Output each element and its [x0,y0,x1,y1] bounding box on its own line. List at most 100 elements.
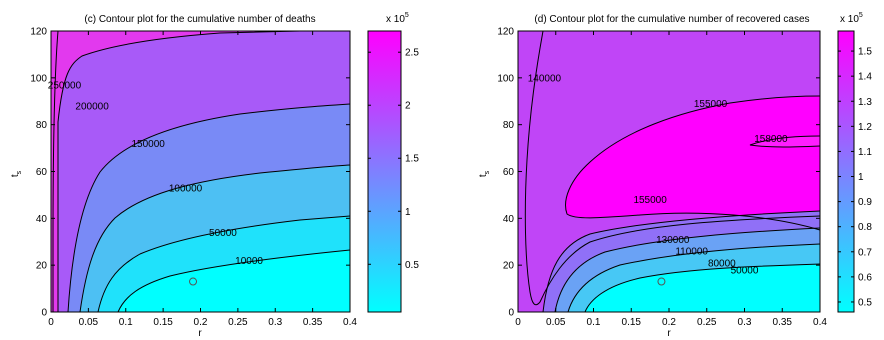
x-tick-label: 0.4 [813,317,827,328]
colorbar-tick-label: 0.6 [858,272,872,283]
y-tick-label: 20 [503,261,515,272]
x-tick-label: 0 [48,317,54,328]
band-d-158000 [750,136,820,147]
plot-c-contour-lines [52,30,351,313]
y-tick-label: 60 [36,167,48,178]
contour-line-d-80000 [567,243,821,313]
contour-label: 158000 [754,134,788,145]
colorbar-tick-label: 1.2 [858,122,872,133]
plot-d-ylabel-main: t [478,174,489,177]
colorbar-tick-label: 2 [405,101,411,112]
plot-d-y-ticks: 0 20 40 60 80 100 120 [497,27,820,319]
plot-d: 1400001550001580001550001300001100008000… [478,12,872,339]
plot-d-title: (d) Contour plot for the cumulative numb… [534,14,809,25]
plot-c-title: (c) Contour plot for the cumulative numb… [84,14,315,25]
y-tick-label: 100 [30,73,47,84]
plot-c-ylabel-main: t [10,174,21,177]
x-tick-label: 0.25 [228,317,248,328]
x-tick-label: 0.05 [79,317,99,328]
svg-text:ts: ts [478,170,491,177]
plot-d-contour-labels: 140000 155000 158000 155000 1300001100008000… [528,73,788,276]
contour-label: 50000 [209,228,237,239]
plot-d-x-ticks: 0 0.05 0.1 0.15 0.2 0.25 0.3 0.35 0.4 [515,31,827,328]
plot-c-marker [189,277,198,286]
y-tick-label: 100 [497,73,514,84]
plot-c-ylabel: ts [10,170,23,177]
svg-text:ts: ts [10,170,23,177]
contour-label: 155000 [694,99,728,110]
contour-label: 155000 [633,195,667,206]
x-tick-label: 0.35 [773,317,793,328]
colorbar-tick-label: 1 [858,172,864,183]
plot-d-fill-bands [518,31,820,312]
colorbar-tick-label: 0.7 [858,247,872,258]
contour-line-d-130000 [542,210,821,313]
contour-label: 50000 [731,265,759,276]
x-tick-label: 0.1 [119,317,133,328]
plot-c: 250000 200000 150000 100000 50000 10000 0 0.05… [10,12,419,339]
plot-d-colorbar-exp-power: 5 [859,12,863,19]
y-tick-label: 80 [503,120,515,131]
contour-line-d-50000 [584,263,821,313]
colorbar-tick-label: 1.5 [858,47,872,58]
contour-label: 10000 [235,256,263,267]
plot-c-x-ticks: 0 0.05 0.1 0.15 0.2 0.25 0.3 0.35 0.4 [48,31,357,328]
x-tick-label: 0.2 [662,317,676,328]
plot-d-ylabel-sub: s [484,170,491,174]
x-tick-label: 0.25 [697,317,717,328]
contour-label: 140000 [528,73,562,84]
colorbar-tick-label: 2.5 [405,48,419,59]
plot-d-colorbar [837,30,855,313]
contour-line-c-250000 [52,30,59,312]
contour-line-c-150000 [67,103,351,313]
x-tick-label: 0 [515,317,521,328]
colorbar-tick-label: 0.5 [405,260,419,271]
plot-d-colorbar-exp-base: x 10 [840,14,859,25]
y-tick-label: 80 [36,120,48,131]
contour-line-c-100000 [79,164,351,313]
contour-line-d-110000 [554,227,821,313]
x-tick-label: 0.4 [343,317,357,328]
y-tick-label: 120 [497,27,514,38]
contour-line-d-140000 [524,30,821,306]
x-tick-label: 0.05 [546,317,566,328]
plot-d-colorbar-exponent: x 105 [840,12,863,25]
band-d-155000 [565,96,820,230]
plot-c-xlabel: r [198,328,202,339]
contour-line-c-10000 [117,249,351,313]
colorbar-tick-label: 1.3 [858,97,872,108]
x-tick-label: 0.1 [587,317,601,328]
y-tick-label: 40 [36,214,48,225]
band-c-10000 [118,250,350,312]
plot-d-xlabel: r [667,328,671,339]
contour-line-d-155000 [565,95,821,231]
y-tick-label: 60 [503,167,515,178]
contour-label: 130000 [656,235,690,246]
x-tick-label: 0.35 [303,317,323,328]
plot-c-colorbar-exp-base: x 10 [386,14,405,25]
x-tick-label: 0.3 [738,317,752,328]
colorbar-tick-label: 0.8 [858,222,872,233]
plot-c-y-ticks: 0 20 40 60 80 100 120 [30,27,350,319]
x-tick-label: 0.15 [153,317,173,328]
contour-label: 80000 [708,258,736,269]
plot-c-colorbar-exponent: x 105 [386,12,409,25]
y-tick-label: 0 [41,308,47,319]
plot-d-ylabel: ts [478,170,491,177]
plot-c-colorbar-ticks: 0.5 1 1.5 2 2.5 [368,48,419,271]
plot-c-contour-labels: 250000 200000 150000 100000 50000 10000 [48,80,264,267]
y-tick-label: 0 [508,308,514,319]
plot-c-colorbar-exp-power: 5 [405,12,409,19]
plot-c-colorbar [367,30,402,313]
contour-line-c-200000 [57,30,301,312]
x-tick-label: 0.3 [268,317,282,328]
plot-d-contour-lines [524,30,821,313]
plot-c-fill-bands [51,31,350,312]
contour-label: 110000 [675,247,708,258]
contour-line-d-158000 [749,135,821,148]
band-d-50000 [585,264,820,312]
colorbar-tick-label: 0.5 [858,297,872,308]
colorbar-tick-label: 1.1 [858,147,872,158]
contour-label: 100000 [169,183,203,194]
y-tick-label: 40 [503,214,515,225]
